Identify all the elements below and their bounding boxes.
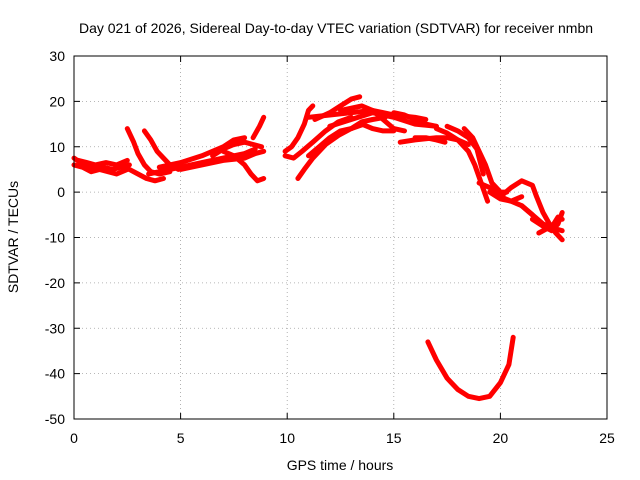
y-axis-label: SDTVAR / TECUs <box>5 181 21 293</box>
series-arc-2 <box>71 162 130 177</box>
series-layer <box>71 94 565 402</box>
x-tick-label: 10 <box>279 430 295 446</box>
series-arc-24 <box>412 135 448 145</box>
chart-title: Day 021 of 2026, Sidereal Day-to-day VTE… <box>79 20 593 36</box>
series-arc-9 <box>178 148 267 172</box>
series-arc-6 <box>126 166 166 184</box>
y-tick-label: -40 <box>45 366 65 382</box>
series-arc-12 <box>220 148 267 184</box>
series-arc-33 <box>536 214 565 236</box>
series-arc-26 <box>444 123 486 177</box>
ticks: 0 5 10 15 20 25 30 20 10 0 -10 -20 -30 -40 -50 <box>45 48 615 446</box>
series-arc-21 <box>359 121 397 134</box>
series-arc-16 <box>306 114 388 159</box>
series-arc-19 <box>327 110 439 129</box>
y-tick-label: -20 <box>45 275 65 291</box>
y-tick-label: -30 <box>45 320 65 336</box>
y-tick-label: 30 <box>49 48 65 64</box>
series-arc-34 <box>425 334 516 402</box>
x-tick-label: 20 <box>493 430 509 446</box>
x-tick-label: 0 <box>70 430 78 446</box>
series-arc-11 <box>250 114 267 141</box>
y-tick-label: 10 <box>49 139 65 155</box>
y-tick-label: 0 <box>57 184 65 200</box>
series-arc-3 <box>75 157 130 168</box>
x-axis-label: GPS time / hours <box>287 457 394 473</box>
series-arc-27 <box>461 126 510 195</box>
series-arc-13 <box>282 103 316 154</box>
x-tick-label: 25 <box>599 430 615 446</box>
x-tick-label: 5 <box>177 430 185 446</box>
y-tick-label: 20 <box>49 93 65 109</box>
y-tick-label: -10 <box>45 230 65 246</box>
x-tick-label: 15 <box>386 430 402 446</box>
series-arc-8 <box>156 135 248 170</box>
y-tick-label: -50 <box>45 411 65 427</box>
series-arc-15 <box>295 121 367 181</box>
series-arc-22 <box>391 110 439 129</box>
